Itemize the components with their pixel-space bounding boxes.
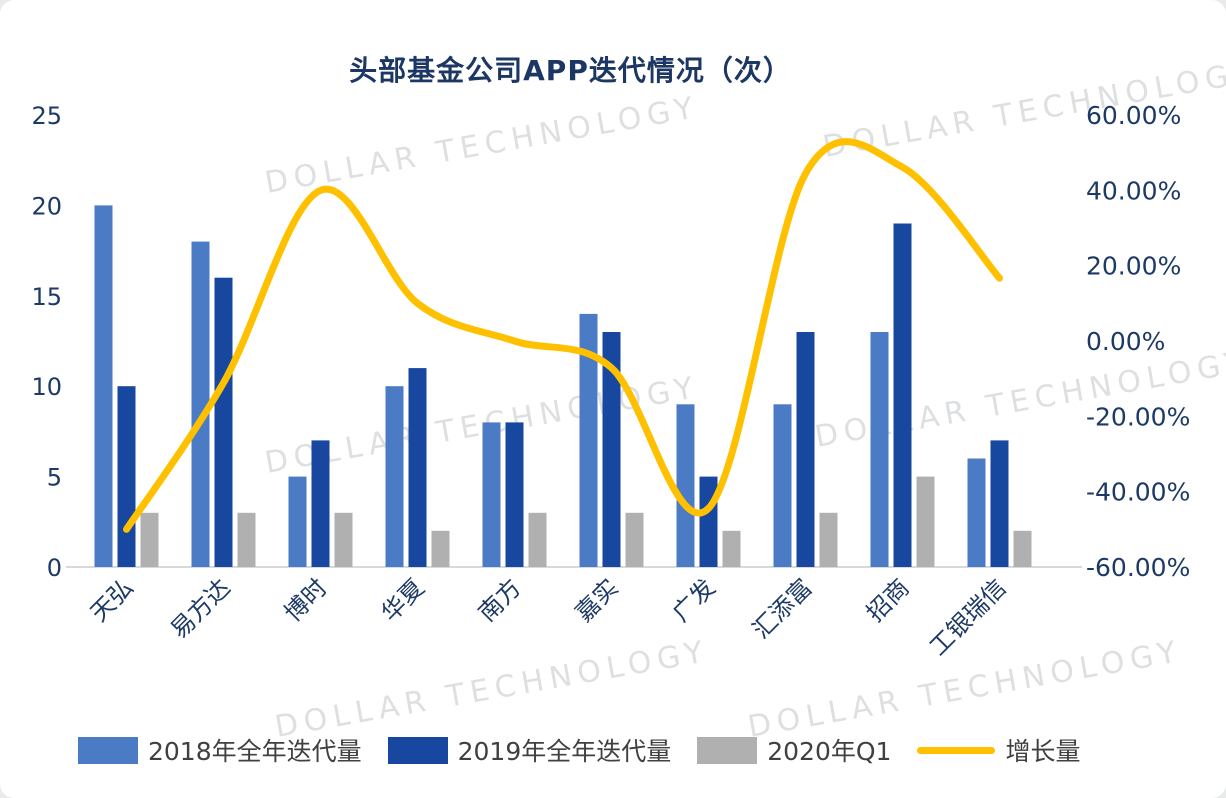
bar-2018年全年迭代量-汇添富: [773, 404, 792, 567]
chart-title: 头部基金公司APP迭代情况（次）: [349, 53, 792, 87]
bar-2020年Q1-易方达: [237, 512, 256, 567]
bar-2020年Q1-天弘: [140, 512, 159, 567]
legend-swatch-2018: [78, 736, 138, 764]
legend-label-2019: 2019年全年迭代量: [457, 737, 672, 766]
right-axis-tick: 0.00%: [1086, 327, 1165, 356]
bar-2020年Q1-博时: [334, 512, 353, 567]
legend-swatch-2019: [387, 736, 448, 764]
legend-label-growth: 增长量: [1005, 737, 1081, 766]
x-axis-label: 广发: [667, 573, 721, 627]
right-axis-tick: -40.00%: [1086, 478, 1190, 507]
x-axis-label: 华夏: [376, 573, 430, 627]
bar-2019年全年迭代量-广发: [699, 476, 718, 567]
bar-2019年全年迭代量-博时: [311, 440, 330, 567]
bar-2019年全年迭代量-华夏: [408, 368, 427, 567]
left-axis-tick: 15: [31, 283, 62, 311]
right-axis-tick: 60.00%: [1086, 101, 1181, 130]
bar-2019年全年迭代量-南方: [505, 422, 524, 567]
x-axis-label: 招商: [861, 573, 915, 627]
left-axis-tick: 25: [31, 102, 62, 130]
right-axis-tick: -20.00%: [1086, 402, 1190, 431]
growth-line: [123, 138, 1003, 533]
bar-2018年全年迭代量-天弘: [94, 205, 113, 567]
bar-2020年Q1-工银瑞信: [1013, 530, 1032, 567]
bar-2019年全年迭代量-嘉实: [602, 332, 621, 567]
bar-2019年全年迭代量-招商: [893, 223, 912, 567]
bar-2020年Q1-广发: [722, 530, 741, 567]
bar-2020年Q1-华夏: [431, 530, 450, 567]
legend-swatch-growth-line: [917, 746, 996, 754]
right-axis-tick: -60.00%: [1086, 553, 1190, 582]
bar-2019年全年迭代量-天弘: [117, 386, 136, 567]
bar-2020年Q1-招商: [916, 476, 935, 567]
bar-2020年Q1-汇添富: [819, 512, 838, 567]
bar-2018年全年迭代量-南方: [482, 422, 501, 567]
left-axis-tick: 10: [31, 373, 62, 401]
bar-2020年Q1-南方: [528, 512, 547, 567]
bar-2019年全年迭代量-工银瑞信: [990, 440, 1009, 567]
bar-2019年全年迭代量-易方达: [214, 277, 233, 567]
left-axis-tick: 0: [47, 554, 62, 582]
legend-item-2018: 2018年全年迭代量: [78, 732, 362, 768]
bar-2019年全年迭代量-汇添富: [796, 332, 815, 567]
x-axis-label: 南方: [473, 573, 527, 627]
bar-2018年全年迭代量-博时: [288, 476, 307, 567]
bar-2018年全年迭代量-嘉实: [579, 313, 598, 567]
bar-2018年全年迭代量-工银瑞信: [967, 458, 986, 567]
x-axis-label: 易方达: [165, 573, 236, 644]
right-axis-tick: 20.00%: [1086, 252, 1181, 281]
legend: 2018年全年迭代量 2019年全年迭代量 2020年Q1 增长量: [78, 732, 1080, 768]
right-axis-tick: 40.00%: [1086, 176, 1181, 205]
bar-2018年全年迭代量-广发: [676, 404, 695, 567]
bar-2018年全年迭代量-招商: [870, 332, 889, 567]
legend-label-2018: 2018年全年迭代量: [148, 737, 362, 766]
bar-2018年全年迭代量-华夏: [385, 386, 404, 567]
bar-2018年全年迭代量-易方达: [191, 241, 210, 567]
legend-item-growth: 增长量: [917, 732, 1080, 768]
x-axis-label: 博时: [279, 573, 333, 627]
left-axis-tick: 20: [31, 192, 62, 220]
legend-item-2019: 2019年全年迭代量: [387, 732, 672, 768]
left-axis-tick: 5: [47, 464, 62, 492]
bar-2020年Q1-嘉实: [625, 512, 644, 567]
x-axis-label: 天弘: [85, 573, 139, 627]
x-axis-label: 工银瑞信: [924, 573, 1012, 661]
x-axis-label: 嘉实: [570, 573, 624, 627]
legend-swatch-2020q1: [697, 736, 758, 764]
x-axis-label: 汇添富: [747, 573, 818, 644]
legend-item-2020q1: 2020年Q1: [697, 732, 891, 768]
legend-label-2020q1: 2020年Q1: [767, 737, 892, 766]
